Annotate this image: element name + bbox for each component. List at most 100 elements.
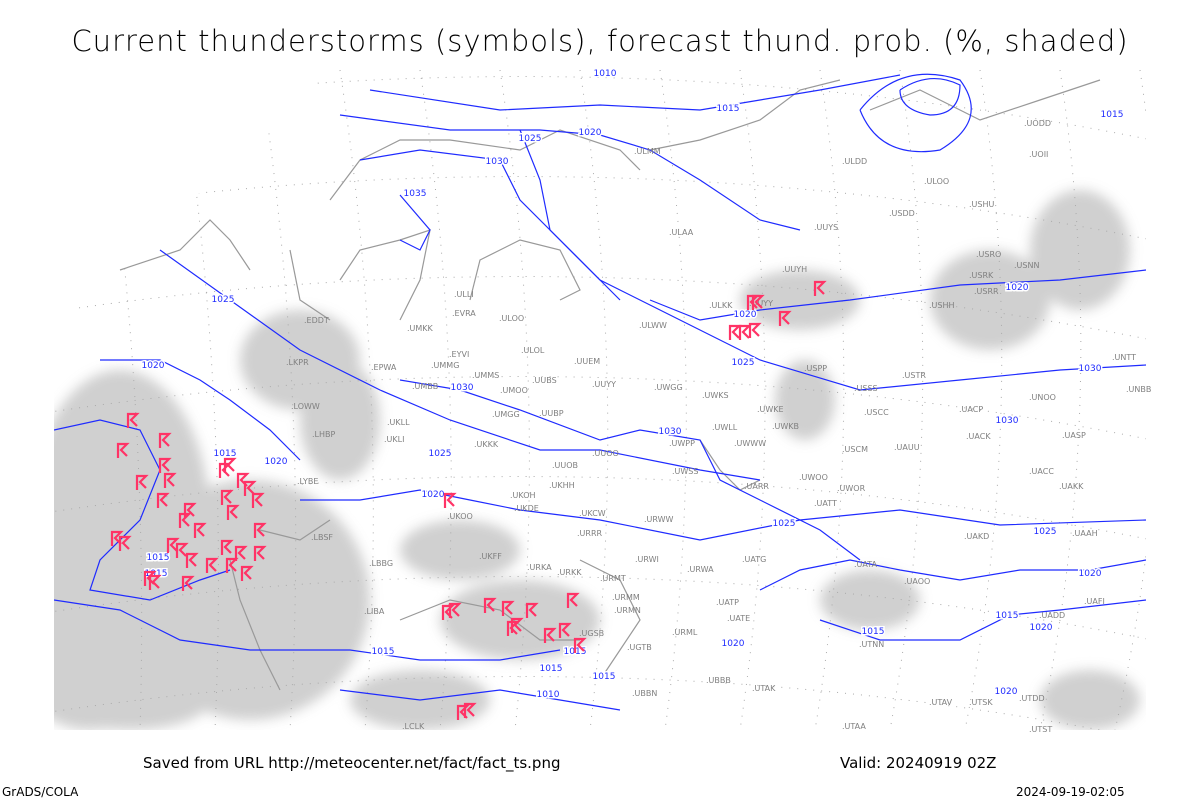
station-label: .URKK xyxy=(557,568,582,577)
station-label: .UKCW xyxy=(579,509,606,518)
station-label: .URWW xyxy=(644,515,674,524)
station-label: .LBSF xyxy=(311,533,333,542)
isobar-label: 1025 xyxy=(732,358,755,368)
meridian xyxy=(339,70,374,730)
isobar-line xyxy=(519,129,1146,391)
meridian xyxy=(419,70,452,730)
station-label: .USRR xyxy=(974,287,999,296)
isobar-label: 1020 xyxy=(422,490,445,500)
station-label: .EPWA xyxy=(371,363,397,372)
isobar-label: 1015 xyxy=(147,553,170,563)
thunderstorm-symbol xyxy=(813,280,827,296)
coastline xyxy=(649,79,841,151)
meridian xyxy=(499,70,530,730)
station-label: .ULOL xyxy=(521,346,545,355)
station-label: .UMOO xyxy=(500,386,528,395)
station-label: .URMN xyxy=(614,606,641,615)
thunderstorm-symbol xyxy=(751,294,765,310)
thunderstorm-symbol xyxy=(148,574,162,590)
lat-lon-grid xyxy=(54,70,1146,730)
station-label: .UATA xyxy=(854,560,878,569)
station-label: .ULWW xyxy=(639,321,667,330)
thunderstorm-symbol xyxy=(483,597,497,613)
station-label: .UMKK xyxy=(407,324,434,333)
station-label: .EVRA xyxy=(452,309,476,318)
station-label: .ULMM xyxy=(634,147,661,156)
station-label: .USDD xyxy=(889,209,915,218)
isobar-label: 1015 xyxy=(372,647,395,657)
isobar-line xyxy=(54,599,561,661)
isobar-label: 1020 xyxy=(579,128,602,138)
probability-area xyxy=(300,360,380,480)
station-label: .UAOO xyxy=(904,577,930,586)
isobar-label: 1020 xyxy=(265,457,288,467)
station-label: .UTNN xyxy=(859,640,884,649)
thunderstorm-symbol xyxy=(253,522,267,538)
meridian xyxy=(179,70,219,730)
station-label: .UACK xyxy=(966,432,991,441)
coastline xyxy=(339,229,431,321)
station-label: .URMM xyxy=(612,593,640,602)
thunderstorm-symbol xyxy=(441,604,455,620)
station-label: .UTST xyxy=(1029,725,1052,734)
station-label: .ULOO xyxy=(924,177,949,186)
isobar-line xyxy=(759,559,1146,591)
station-label: .UTAA xyxy=(842,722,866,731)
station-label: .URRR xyxy=(577,529,603,538)
meridian xyxy=(739,70,766,730)
station-label: .UKFF xyxy=(479,552,502,561)
station-label: .UMGG xyxy=(492,410,520,419)
isobar-line xyxy=(339,689,621,711)
station-label: .UWWW xyxy=(734,439,766,448)
station-label: .URWA xyxy=(687,565,714,574)
station-label: .UTSK xyxy=(969,698,993,707)
thunderstorm-symbol xyxy=(110,530,124,546)
station-label: .UBBB xyxy=(706,676,731,685)
station-label: .UARR xyxy=(744,482,769,491)
station-label: .USHH xyxy=(929,301,955,310)
isobar-label: 1015 xyxy=(717,104,740,114)
station-label: .USPP xyxy=(804,364,827,373)
software-credit: GrADS/COLA xyxy=(2,785,79,799)
station-label: .UAFI xyxy=(1084,597,1105,606)
isobar-line xyxy=(859,73,972,153)
thunderstorm-symbol xyxy=(251,492,265,508)
isobar-line xyxy=(399,194,431,251)
station-label: .UATE xyxy=(727,614,750,623)
isobar-label: 1020 xyxy=(1079,569,1102,579)
station-label: .UNTT xyxy=(1112,353,1136,362)
probability-area xyxy=(740,270,860,330)
thunderstorm-symbol xyxy=(728,324,742,340)
station-label: .UKOH xyxy=(510,491,536,500)
isobar-labels: 1010 1015 1025 1020 1030 1035 1025 1020 1015 1020… xyxy=(140,68,1125,702)
station-label: .UATG xyxy=(742,555,766,564)
station-label: .UOII xyxy=(1029,150,1048,159)
coastline xyxy=(869,79,1101,121)
station-label: .UATT xyxy=(814,499,837,508)
meridian xyxy=(1114,70,1146,730)
thunderstorm-symbol xyxy=(566,592,580,608)
station-label: .LBBG xyxy=(369,559,393,568)
probability-area xyxy=(820,570,920,630)
station-label: .UTAV xyxy=(929,698,953,707)
station-label: .USTR xyxy=(902,371,926,380)
source-url: Saved from URL http://meteocenter.net/fa… xyxy=(143,754,561,772)
thunderstorm-symbol xyxy=(181,575,195,591)
meridian xyxy=(259,70,297,730)
station-label: .UGSB xyxy=(579,629,604,638)
thunderstorm-symbol xyxy=(243,480,257,496)
station-label: .UAKK xyxy=(1059,482,1084,491)
station-label: .UUBP xyxy=(539,409,564,418)
isobar-line xyxy=(359,149,621,301)
isobar-label: 1020 xyxy=(1030,623,1053,633)
station-label: .UKLI xyxy=(384,435,404,444)
station-label: .UKOO xyxy=(447,512,473,521)
parallel xyxy=(54,176,1146,251)
valid-time: Valid: 20240919 02Z xyxy=(840,754,997,772)
station-label: .EYVI xyxy=(449,350,469,359)
thunderstorm-symbol xyxy=(193,522,207,538)
parallel xyxy=(54,76,1146,151)
isobar-label: 1030 xyxy=(1079,364,1102,374)
thunderstorm-symbol xyxy=(448,602,462,618)
coastline xyxy=(259,519,331,541)
